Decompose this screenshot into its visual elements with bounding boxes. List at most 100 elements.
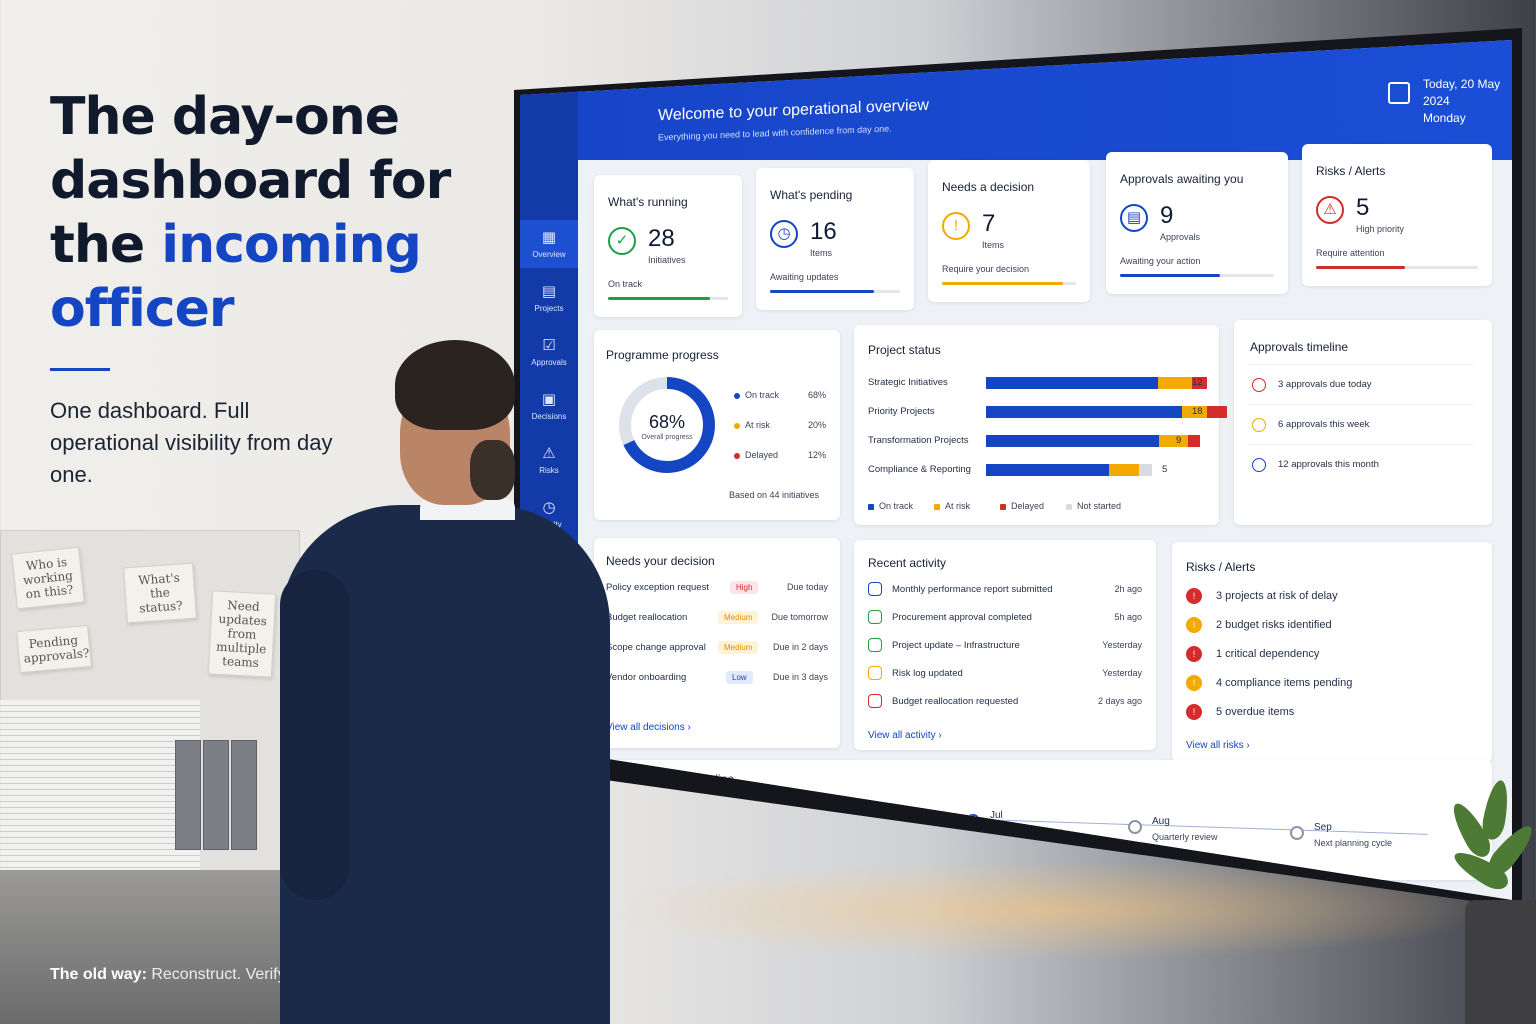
project-row-count: 18 bbox=[1192, 406, 1203, 417]
legend-label: Delayed bbox=[745, 450, 779, 460]
bar-at-risk bbox=[1108, 464, 1139, 476]
approvals-timeline-card: Approvals timeline 3 approvals due today… bbox=[1234, 320, 1492, 525]
clock-icon bbox=[1252, 378, 1266, 392]
project-row-label: Transformation Projects bbox=[868, 435, 969, 446]
kpi-status-icon: ◷ bbox=[770, 220, 798, 248]
kpi-title: Needs a decision bbox=[942, 180, 1035, 194]
kpi-caption: Require your decision bbox=[942, 264, 1030, 274]
approvals-icon: ☑ bbox=[542, 337, 556, 354]
approval-timeline-item[interactable]: 12 approvals this month bbox=[1278, 459, 1379, 470]
risk-item[interactable]: 4 compliance items pending bbox=[1216, 677, 1353, 689]
activity-item[interactable]: Monthly performance report submitted bbox=[892, 584, 1053, 595]
sidebar-item-risks[interactable]: ⚠ Risks bbox=[520, 436, 578, 484]
milestone-month[interactable]: Sep bbox=[1314, 822, 1332, 833]
sidebar-item-approvals[interactable]: ☑ Approvals bbox=[520, 328, 578, 376]
kpi-progress-track bbox=[770, 290, 900, 293]
leaf bbox=[1479, 778, 1513, 842]
sticky-note: Who is working on this? bbox=[11, 546, 85, 610]
priority-badge: Medium bbox=[718, 641, 759, 654]
legend-dot bbox=[734, 422, 740, 429]
kpi-progress-fill bbox=[1120, 274, 1221, 277]
kpi-card[interactable]: Risks / Alerts ⚠ 5 High priority Require att… bbox=[1302, 144, 1492, 286]
activity-item[interactable]: Procurement approval completed bbox=[892, 612, 1032, 623]
warning-icon: ! bbox=[1186, 704, 1202, 720]
decision-item[interactable]: Vendor onboarding bbox=[606, 672, 687, 683]
view-all-risks-link[interactable]: View all risks › bbox=[1186, 740, 1250, 751]
kpi-progress-track bbox=[1120, 274, 1274, 277]
sidebar-item-label: Projects bbox=[534, 304, 564, 313]
milestone-month[interactable]: Aug bbox=[1152, 816, 1170, 827]
priority-badge: Medium bbox=[718, 611, 759, 624]
divider bbox=[1248, 404, 1474, 405]
warning-icon: ! bbox=[1186, 646, 1202, 662]
status-legend-item: On track bbox=[868, 501, 913, 511]
kpi-status-icon: ⚠ bbox=[1316, 196, 1344, 224]
paper-stack bbox=[0, 700, 200, 900]
sidebar-item-label: Decisions bbox=[531, 412, 567, 421]
card-title: Project status bbox=[868, 343, 941, 357]
risk-item[interactable]: 1 critical dependency bbox=[1216, 648, 1320, 660]
due-date: Due tomorrow bbox=[771, 612, 828, 622]
legend-label: Not started bbox=[1077, 501, 1122, 511]
kpi-value: 16 bbox=[810, 218, 837, 245]
decision-item[interactable]: Policy exception request bbox=[606, 582, 709, 593]
kpi-progress-track bbox=[942, 282, 1076, 285]
sidebar-item-projects[interactable]: ▤ Projects bbox=[520, 274, 578, 322]
kpi-status-icon: ✓ bbox=[608, 227, 636, 255]
hero-divider bbox=[50, 368, 110, 371]
hero-title: The day-one dashboard for the bbox=[50, 87, 451, 275]
activity-icon bbox=[868, 610, 882, 624]
plant-decoration bbox=[1440, 778, 1536, 1024]
status-legend-item: Not started bbox=[1066, 501, 1121, 511]
warning-icon: ! bbox=[1186, 675, 1202, 691]
warning-icon: ! bbox=[1186, 617, 1202, 633]
officer-figure bbox=[280, 340, 610, 1024]
legend-dot bbox=[734, 452, 740, 459]
plant-pot bbox=[1465, 900, 1536, 1024]
activity-icon bbox=[868, 638, 882, 652]
activity-time: 5h ago bbox=[1114, 612, 1142, 622]
decision-item[interactable]: Scope change approval bbox=[606, 642, 706, 653]
card-title: Approvals timeline bbox=[1250, 340, 1349, 354]
activity-item[interactable]: Risk log updated bbox=[892, 668, 963, 679]
activity-item[interactable]: Budget reallocation requested bbox=[892, 696, 1019, 707]
risk-item[interactable]: 3 projects at risk of delay bbox=[1216, 590, 1338, 602]
decisions-card: Needs your decision View all decisions ›… bbox=[594, 538, 840, 748]
legend-value: 20% bbox=[808, 420, 827, 430]
binder bbox=[203, 740, 229, 850]
kpi-card[interactable]: Needs a decision! 7 Items Require your deci… bbox=[928, 160, 1090, 302]
project-row-label: Compliance & Reporting bbox=[868, 464, 971, 475]
kpi-progress-fill bbox=[1316, 266, 1406, 269]
legend-label: On track bbox=[879, 501, 914, 511]
decision-item[interactable]: Budget reallocation bbox=[606, 612, 688, 623]
risks-alerts-card: Risks / Alerts View all risks › ! 3 proje… bbox=[1172, 542, 1492, 762]
kpi-progress-fill bbox=[608, 297, 710, 300]
approval-timeline-item[interactable]: 6 approvals this week bbox=[1278, 419, 1370, 430]
sidebar-item-overview[interactable]: ▦ Overview bbox=[520, 220, 578, 268]
kpi-title: What's running bbox=[608, 195, 688, 209]
milestone-month[interactable]: Jul bbox=[990, 810, 1003, 821]
sticky-note: Need updates from multiple teams bbox=[207, 590, 277, 678]
beard bbox=[470, 440, 515, 500]
sidebar-item-decisions[interactable]: ▣ Decisions bbox=[520, 382, 578, 430]
date-display: Today, 20 May 2024 Monday bbox=[1423, 77, 1501, 125]
approval-timeline-item[interactable]: 3 approvals due today bbox=[1278, 379, 1372, 390]
welcome-subtitle: Everything you need to lead with confide… bbox=[658, 123, 892, 143]
milestone-month[interactable]: May bbox=[666, 798, 685, 809]
kpi-card[interactable]: What's running ✓ 28 Initiatives On track bbox=[594, 175, 742, 317]
check-icon: ✓ bbox=[642, 802, 656, 816]
view-all-decisions-link[interactable]: View all decisions › bbox=[606, 722, 691, 733]
milestone-marker bbox=[1128, 820, 1142, 834]
activity-item[interactable]: Project update – Infrastructure bbox=[892, 640, 1020, 651]
progress-donut bbox=[619, 377, 715, 473]
dashboard-screen: Welcome to your operational overview Eve… bbox=[520, 40, 1512, 900]
risk-item[interactable]: 5 overdue items bbox=[1216, 706, 1295, 718]
kpi-card[interactable]: What's pending ◷ 16 Items Awaiting updates bbox=[756, 168, 914, 310]
view-all-activity-link[interactable]: View all activity › bbox=[868, 730, 942, 741]
kpi-card[interactable]: Approvals awaiting you ▤ 9 Approvals Awaitin… bbox=[1106, 152, 1288, 294]
bar-at-risk bbox=[1182, 406, 1208, 418]
milestone-description: Review in progress bbox=[666, 814, 743, 824]
risk-item[interactable]: 2 budget risks identified bbox=[1216, 619, 1332, 631]
sticky-note: Pending approvals? bbox=[16, 624, 92, 674]
welcome-title: Welcome to your operational overview bbox=[658, 96, 929, 125]
